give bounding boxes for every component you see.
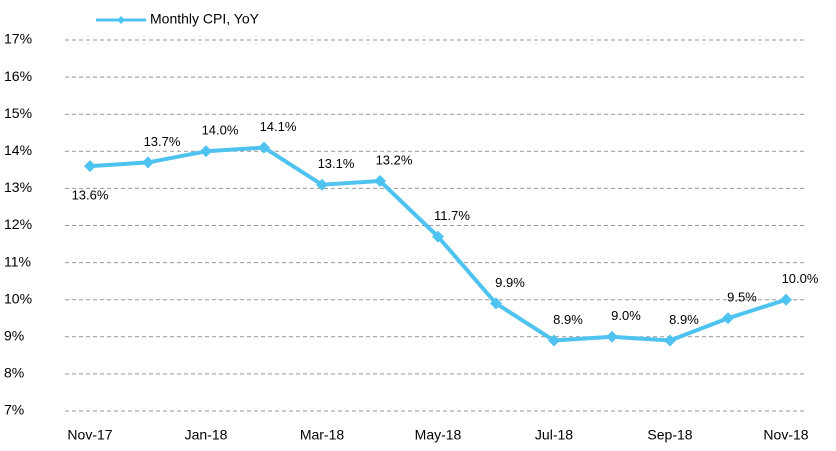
data-point [84,160,96,173]
data-point [490,297,502,310]
y-tick-label: 8% [4,365,24,381]
data-point [432,230,444,243]
data-label: 13.6% [72,188,109,203]
y-tick-label: 12% [4,216,32,232]
data-label: 13.7% [144,134,181,149]
data-label: 8.9% [669,312,699,327]
data-label: 10.0% [782,271,819,286]
data-point [316,178,328,191]
data-label: 11.7% [434,208,470,223]
x-tick-label: Jul-18 [535,427,573,443]
y-tick-label: 17% [4,31,32,47]
y-tick-label: 9% [4,328,24,344]
x-tick-label: Nov-18 [763,427,808,443]
legend-marker [117,16,125,24]
data-label: 13.2% [376,152,413,167]
y-tick-label: 11% [4,253,31,269]
y-tick-label: 10% [4,290,32,306]
x-tick-label: Mar-18 [300,427,345,443]
x-tick-label: Sep-18 [647,427,692,443]
y-tick-label: 13% [4,179,32,195]
x-tick-label: May-18 [415,427,462,443]
data-point [142,156,154,169]
x-tick-label: Nov-17 [67,427,112,443]
data-point [374,174,386,187]
data-point [780,293,792,306]
data-label: 9.0% [611,308,641,323]
data-point [258,141,270,154]
data-point [606,330,618,343]
legend-label: Monthly CPI, YoY [150,11,260,27]
data-label: 8.9% [553,312,583,327]
data-point [664,334,676,347]
x-tick-label: Jan-18 [185,427,228,443]
data-label: 9.9% [495,275,525,290]
data-point [722,312,734,325]
data-point [200,145,212,158]
y-tick-label: 16% [4,68,32,84]
y-tick-label: 15% [4,105,32,121]
data-label: 14.1% [260,119,297,134]
data-point [548,334,560,347]
data-label: 9.5% [727,290,757,305]
y-tick-label: 7% [4,402,24,418]
y-tick-label: 14% [4,142,32,158]
data-label: 13.1% [318,156,355,171]
data-label: 14.0% [202,123,239,138]
